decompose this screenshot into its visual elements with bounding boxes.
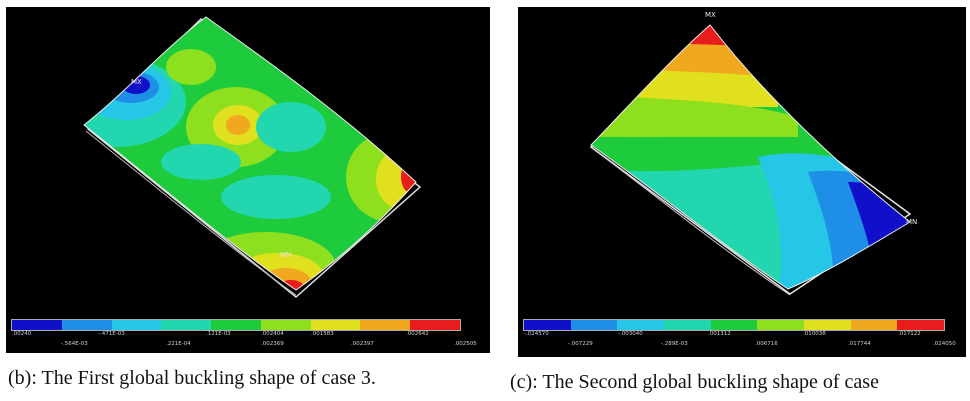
tick-label: .002642 bbox=[406, 331, 429, 337]
min-marker-b: MN bbox=[280, 251, 292, 259]
tick-label: -.289E-03 bbox=[661, 341, 688, 347]
colorbar-segment bbox=[211, 320, 261, 330]
colorbar-segment bbox=[710, 320, 758, 330]
figure-caption-c: (c): The Second global buckling shape of… bbox=[510, 371, 879, 393]
colorbar-segment bbox=[804, 320, 851, 330]
colorbar-segment bbox=[757, 320, 805, 330]
tick-label: .001583 bbox=[311, 331, 334, 337]
tick-label: .002404 bbox=[261, 331, 284, 337]
tick-label: .017744 bbox=[848, 341, 871, 347]
colorbar-segment bbox=[111, 320, 162, 330]
tick-label: .024050 bbox=[933, 341, 956, 347]
buckling-shape-b bbox=[83, 16, 422, 298]
tick-label: .221E-04 bbox=[166, 341, 191, 347]
tick-label: .002397 bbox=[351, 341, 374, 347]
colorbar-segment bbox=[12, 320, 62, 330]
tick-label: .00240 bbox=[12, 331, 32, 337]
tick-label: -.564E-03 bbox=[61, 341, 88, 347]
colorbar-segment bbox=[310, 320, 361, 330]
tick-label: .002505 bbox=[454, 341, 477, 347]
colorbar-segment bbox=[617, 320, 665, 330]
tick-label: -.024570 bbox=[524, 331, 549, 337]
figure-c-plot: MX MN -.024570 -.003040 .001312 .010038 … bbox=[518, 7, 966, 357]
colorbar-segment bbox=[524, 320, 571, 330]
colorbar-segment bbox=[850, 320, 898, 330]
min-marker-c: MN bbox=[906, 218, 918, 226]
tick-label: .001312 bbox=[708, 331, 731, 337]
colorbar-c bbox=[523, 319, 945, 331]
tick-label: .017122 bbox=[898, 331, 921, 337]
tick-label: -.003040 bbox=[618, 331, 643, 337]
tick-label: .010038 bbox=[803, 331, 826, 337]
max-marker-c: MX bbox=[705, 11, 716, 19]
colorbar-segment bbox=[61, 320, 112, 330]
figure-caption-b: (b): The First global buckling shape of … bbox=[8, 367, 376, 389]
colorbar-b bbox=[11, 319, 461, 331]
colorbar-segment bbox=[161, 320, 212, 330]
colorbar-segment bbox=[897, 320, 945, 330]
buckling-shape-c bbox=[589, 24, 912, 296]
colorbar-segment bbox=[260, 320, 311, 330]
colorbar-segment bbox=[664, 320, 711, 330]
figure-b-plot: MX MN .00240 -.471E-03 .121E-03 .002404 … bbox=[6, 7, 490, 353]
max-marker-b: MX bbox=[131, 78, 142, 86]
colorbar-ticks-c: -.024570 -.003040 .001312 .010038 .01712… bbox=[518, 7, 966, 357]
colorbar-segment bbox=[410, 320, 461, 330]
tick-label: .002369 bbox=[261, 341, 284, 347]
tick-label: .006716 bbox=[755, 341, 778, 347]
tick-label: -.471E-03 bbox=[98, 331, 125, 337]
colorbar-ticks-b: .00240 -.471E-03 .121E-03 .002404 .00158… bbox=[6, 7, 490, 353]
colorbar-segment bbox=[570, 320, 618, 330]
colorbar-segment bbox=[360, 320, 411, 330]
tick-label: -.007229 bbox=[568, 341, 593, 347]
tick-label: .121E-03 bbox=[206, 331, 231, 337]
